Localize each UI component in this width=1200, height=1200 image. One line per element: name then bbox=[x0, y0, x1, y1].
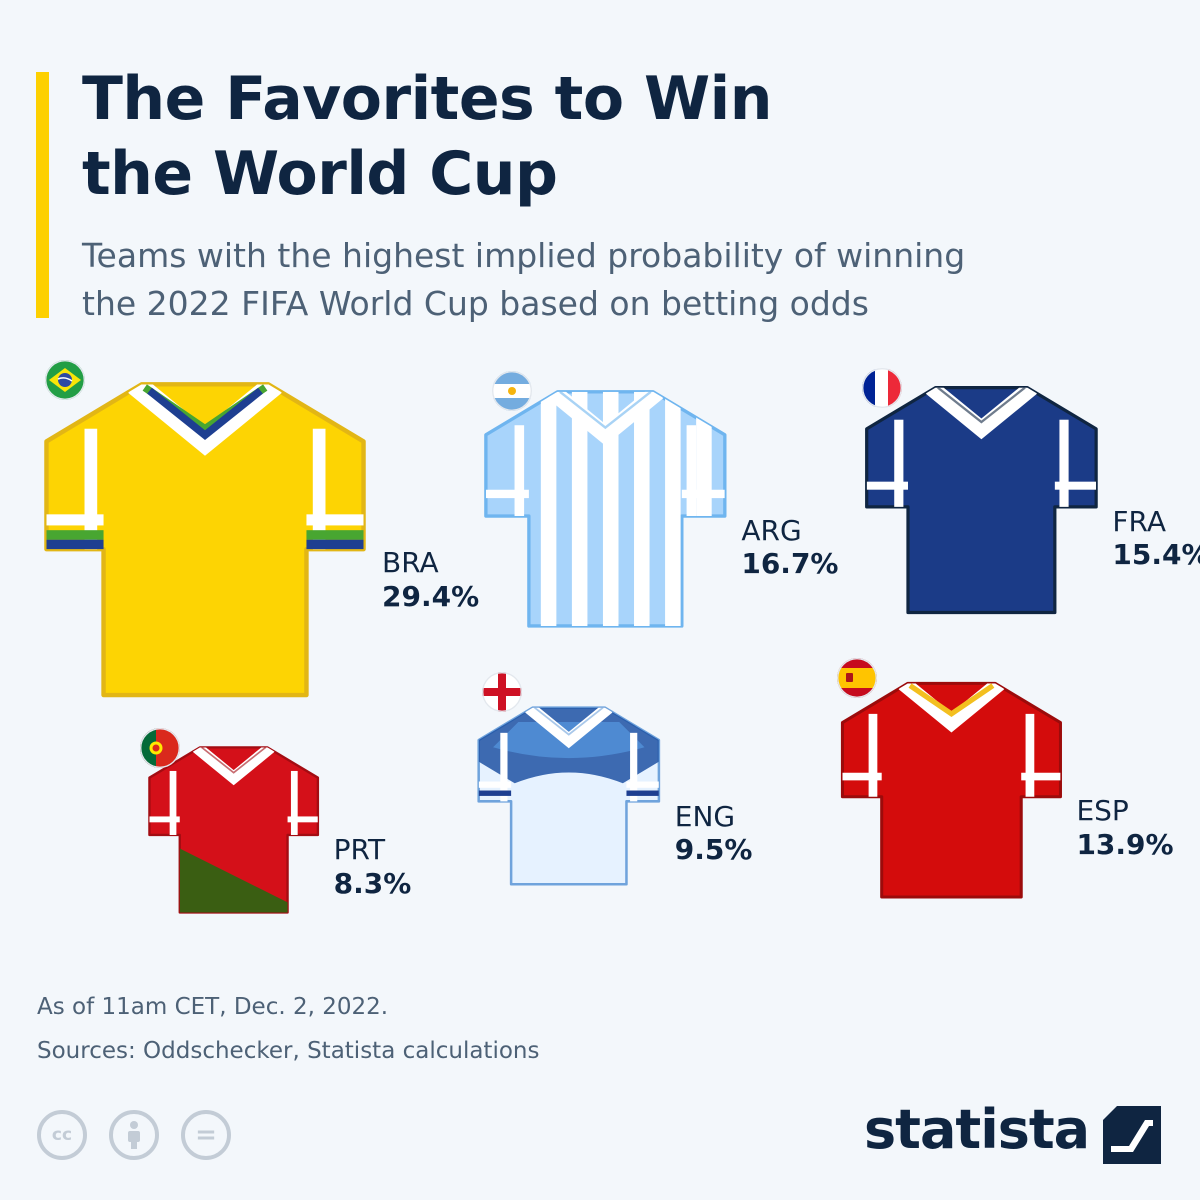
label-arg: ARG 16.7% bbox=[741, 514, 838, 581]
team-code: PRT bbox=[333, 833, 386, 867]
england-flag-icon bbox=[482, 672, 522, 712]
sources-note: Sources: Oddschecker, Statista calculati… bbox=[37, 1038, 540, 1064]
jersey-esp-shape bbox=[840, 681, 1062, 899]
probability-value: 29.4% bbox=[382, 580, 480, 614]
probability-value: 15.4% bbox=[1112, 538, 1200, 572]
team-code: BRA bbox=[382, 546, 439, 580]
brazil-flag-icon bbox=[45, 360, 85, 400]
jersey-fra-shape bbox=[864, 385, 1098, 615]
label-bra: BRA 29.4% bbox=[382, 546, 479, 613]
jersey-prt-shape bbox=[148, 746, 320, 914]
chart-title: The Favorites to Win the World Cup bbox=[82, 64, 772, 209]
label-esp: ESP 13.9% bbox=[1076, 794, 1173, 861]
label-fra: FRA 15.4% bbox=[1112, 505, 1200, 572]
jersey-prt bbox=[146, 744, 321, 916]
statista-logo-icon bbox=[1103, 1106, 1161, 1164]
jersey-esp bbox=[838, 679, 1065, 901]
probability-value: 13.9% bbox=[1076, 828, 1174, 862]
spain-flag-icon bbox=[837, 658, 877, 698]
no-derivatives-icon[interactable]: = bbox=[181, 1110, 231, 1160]
team-code: ESP bbox=[1076, 794, 1129, 828]
jersey-eng bbox=[475, 704, 663, 888]
jersey-bra bbox=[40, 378, 370, 701]
france-flag-icon bbox=[862, 368, 902, 408]
statista-logo[interactable]: statista bbox=[864, 1098, 1090, 1161]
jersey-arg-shape bbox=[483, 390, 727, 628]
portugal-flag-icon bbox=[140, 728, 180, 768]
cc-icon[interactable]: cc bbox=[37, 1110, 87, 1160]
jersey-eng-shape bbox=[477, 706, 661, 886]
jersey-bra-shape bbox=[44, 382, 366, 698]
jersey-fra bbox=[862, 383, 1101, 617]
team-code: ARG bbox=[741, 513, 802, 547]
attribution-icon[interactable] bbox=[109, 1110, 159, 1160]
chart-subtitle: Teams with the highest implied probabili… bbox=[82, 236, 966, 323]
label-eng: ENG 9.5% bbox=[675, 800, 753, 867]
label-prt: PRT 8.3% bbox=[334, 833, 412, 900]
probability-value: 9.5% bbox=[674, 833, 753, 867]
team-code: ENG bbox=[674, 799, 736, 833]
jersey-arg bbox=[481, 387, 730, 631]
probability-value: 8.3% bbox=[333, 867, 412, 901]
probability-value: 16.7% bbox=[741, 547, 839, 581]
argentina-flag-icon bbox=[492, 371, 532, 411]
title-accent-bar bbox=[36, 72, 49, 318]
date-note: As of 11am CET, Dec. 2, 2022. bbox=[37, 994, 389, 1020]
team-code: FRA bbox=[1112, 504, 1166, 538]
